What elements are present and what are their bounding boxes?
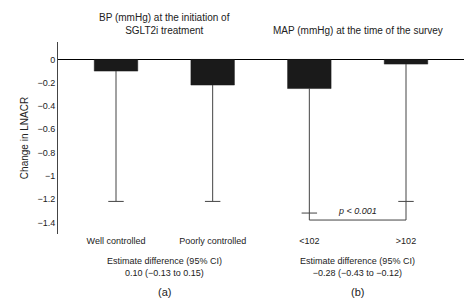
svg-text:MAP (mmHg) at the time of the: MAP (mmHg) at the time of the survey	[273, 25, 443, 36]
svg-text:Change in LNACR: Change in LNACR	[19, 97, 30, 179]
svg-text:p < 0.001: p < 0.001	[338, 206, 377, 216]
svg-text:−0.8: −0.8	[37, 148, 55, 158]
svg-text:<102: <102	[299, 236, 319, 246]
svg-text:−1: −1	[45, 171, 55, 181]
svg-text:(a): (a)	[158, 286, 171, 298]
svg-text:(b): (b)	[351, 286, 364, 298]
svg-text:BP (mmHg) at the initiation of: BP (mmHg) at the initiation ofSGLT2i tre…	[99, 12, 230, 36]
svg-text:Poorly controlled: Poorly controlled	[179, 236, 246, 246]
svg-text:Estimate difference (95% CI)−0: Estimate difference (95% CI)−0.28 (−0.43…	[300, 256, 415, 278]
svg-text:Well controlled: Well controlled	[87, 236, 146, 246]
svg-text:−0.2: −0.2	[37, 78, 55, 88]
svg-text:>102: >102	[396, 236, 416, 246]
svg-text:−0.6: −0.6	[37, 124, 55, 134]
svg-text:−0.4: −0.4	[37, 101, 55, 111]
svg-text:Estimate difference (95% CI)0.: Estimate difference (95% CI)0.10 (−0.13 …	[107, 256, 222, 278]
svg-text:0: 0	[50, 55, 55, 65]
svg-text:−1.4: −1.4	[37, 218, 55, 228]
svg-text:−1.2: −1.2	[37, 194, 55, 204]
